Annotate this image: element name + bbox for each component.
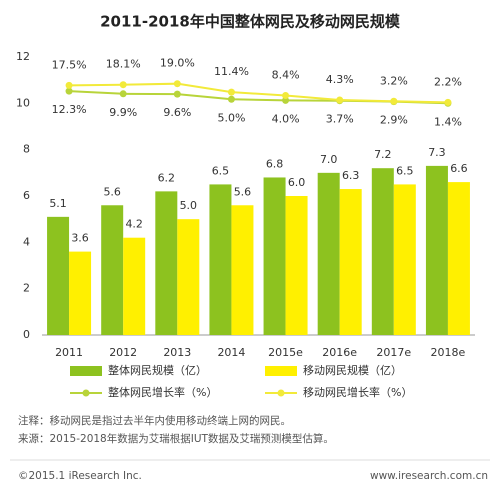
x-tick-label: 2015e	[268, 346, 303, 359]
bar-value-label: 5.6	[234, 185, 252, 198]
bar-value-label: 6.5	[396, 164, 414, 177]
line-value-label: 17.5%	[52, 58, 87, 71]
bar	[393, 184, 416, 335]
line-value-label: 1.4%	[434, 115, 462, 128]
bar	[47, 216, 70, 335]
bar-value-label: 6.5	[212, 164, 230, 177]
legend-label: 移动网民增长率（%）	[303, 385, 412, 399]
line	[69, 82, 448, 104]
bar-value-label: 6.0	[288, 176, 306, 189]
line-marker	[173, 80, 181, 88]
bar	[123, 237, 146, 335]
bar-value-label: 5.1	[49, 197, 67, 210]
line-marker	[119, 90, 127, 98]
bar	[209, 184, 232, 335]
line-marker	[282, 91, 290, 99]
legend-swatch	[70, 366, 102, 376]
y-tick-label: 0	[23, 328, 30, 341]
line-marker	[173, 90, 181, 98]
line-marker	[119, 81, 127, 89]
x-tick-label: 2013	[163, 346, 191, 359]
line-value-label: 12.3%	[52, 103, 87, 116]
footer-right: www.iresearch.com.cn	[370, 470, 488, 482]
bar	[339, 189, 362, 335]
y-tick-label: 2	[23, 282, 30, 295]
line-value-label: 2.9%	[380, 114, 408, 127]
line-value-label: 11.4%	[214, 65, 249, 78]
bar-value-label: 6.2	[158, 171, 176, 184]
line-value-label: 3.7%	[326, 113, 354, 126]
line-value-label: 5.0%	[217, 111, 245, 124]
bar	[447, 182, 470, 335]
bar-value-label: 5.0	[180, 199, 198, 212]
line-marker	[65, 87, 73, 95]
legend-label: 移动网民规模（亿）	[303, 363, 402, 377]
y-tick-label: 12	[16, 50, 30, 63]
line-value-label: 4.3%	[326, 73, 354, 86]
line-value-label: 18.1%	[106, 58, 141, 71]
bar-value-label: 6.8	[266, 157, 284, 170]
line-marker	[444, 98, 452, 106]
line-value-label: 9.9%	[109, 106, 137, 119]
bar-value-label: 5.6	[103, 185, 121, 198]
bar-value-label: 7.3	[428, 146, 446, 159]
line-value-label: 9.6%	[163, 106, 191, 119]
bar	[101, 205, 124, 335]
bar-value-label: 6.6	[450, 162, 468, 175]
legend-label: 整体网民规模（亿）	[108, 363, 207, 377]
bar	[155, 191, 178, 335]
note: 注释：移动网民是指过去半年内使用移动终端上网的网民。	[18, 414, 291, 427]
bar	[231, 205, 254, 335]
line-value-label: 19.0%	[160, 57, 195, 70]
bar	[69, 251, 92, 335]
line-value-label: 3.2%	[380, 74, 408, 87]
line-value-label: 4.0%	[272, 112, 300, 125]
line-marker	[227, 95, 235, 103]
x-tick-label: 2016e	[322, 346, 357, 359]
line-value-label: 2.2%	[434, 75, 462, 88]
footer-left: ©2015.1 iResearch Inc.	[18, 470, 142, 482]
bar	[425, 165, 448, 335]
y-tick-label: 4	[23, 235, 30, 248]
line-marker	[227, 88, 235, 96]
bar-value-label: 3.6	[71, 232, 89, 245]
legend-label: 整体网民增长率（%）	[108, 385, 217, 399]
line-value-label: 8.4%	[272, 68, 300, 81]
bar-value-label: 4.2	[125, 218, 143, 231]
line-marker	[336, 96, 344, 104]
x-tick-label: 2012	[109, 346, 137, 359]
x-tick-label: 2018e	[431, 346, 466, 359]
legend-marker	[82, 389, 90, 397]
note: 来源：2015-2018年数据为艾瑞根据IUT数据及艾瑞预测模型估算。	[18, 432, 334, 445]
bar-value-label: 6.3	[342, 169, 360, 182]
bar	[177, 219, 200, 335]
line-marker	[390, 97, 398, 105]
bar	[263, 177, 286, 335]
y-tick-label: 8	[23, 143, 30, 156]
bar-value-label: 7.2	[374, 148, 392, 161]
bar	[317, 172, 340, 335]
line-marker	[65, 81, 73, 89]
bar	[371, 168, 394, 335]
line-marker	[282, 96, 290, 104]
bar-value-label: 7.0	[320, 153, 338, 166]
legend-marker	[277, 389, 285, 397]
legend-swatch	[265, 366, 297, 376]
y-tick-label: 6	[23, 189, 30, 202]
bar	[285, 196, 308, 335]
x-tick-label: 2017e	[376, 346, 411, 359]
x-tick-label: 2011	[55, 346, 83, 359]
y-tick-label: 10	[16, 96, 30, 109]
x-tick-label: 2014	[217, 346, 245, 359]
chart-title: 2011-2018年中国整体网民及移动网民规模	[100, 13, 401, 31]
